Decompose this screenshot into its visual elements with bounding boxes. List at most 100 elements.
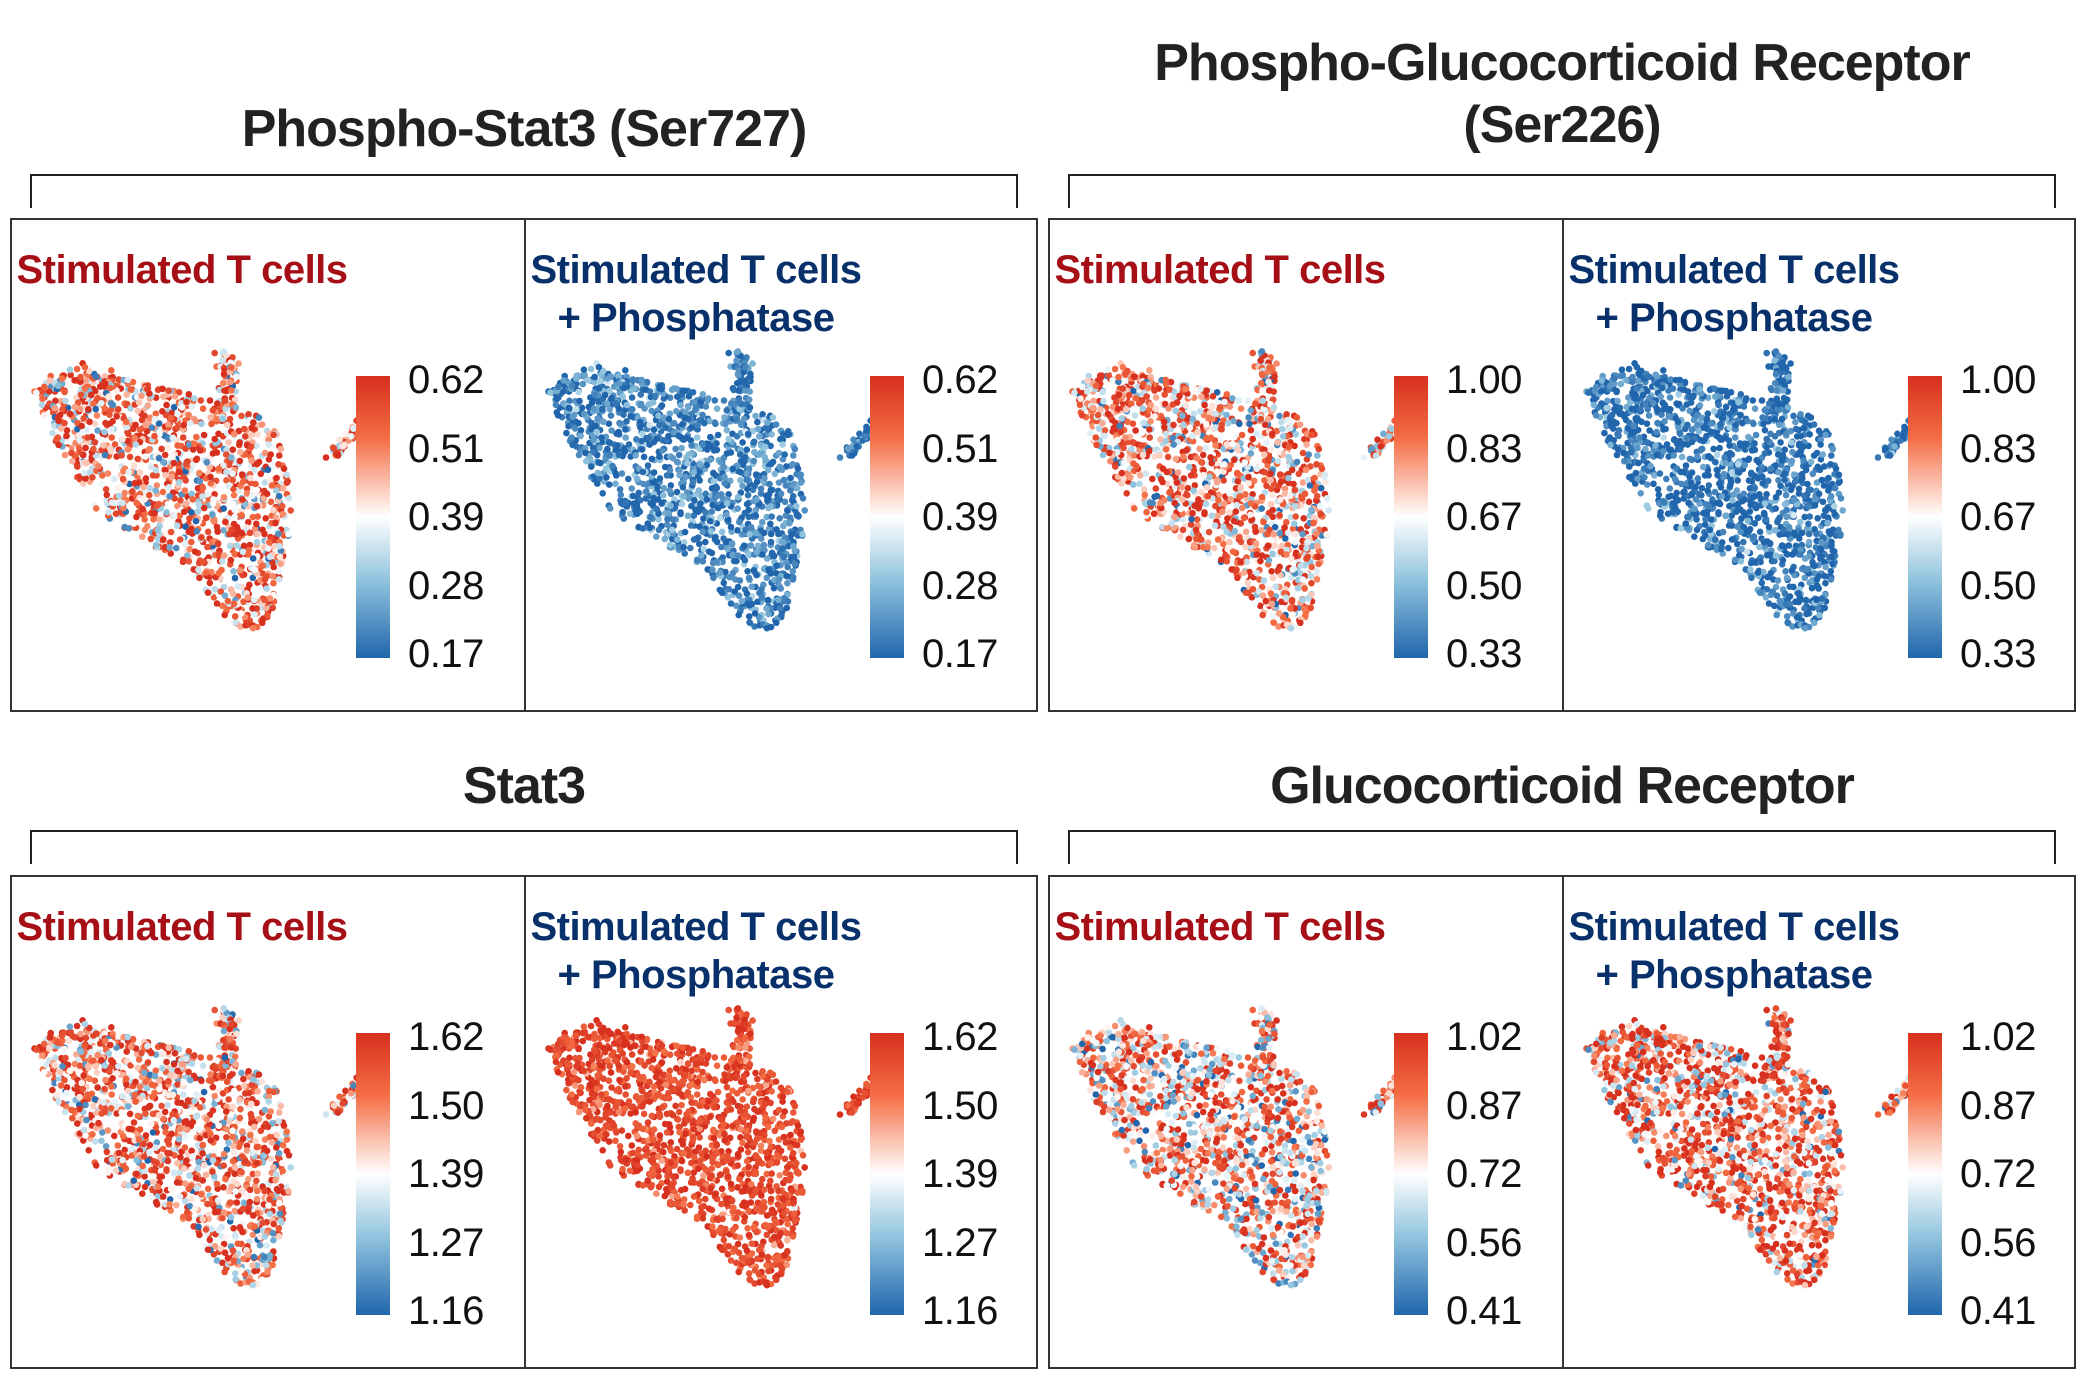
cell-point (233, 373, 240, 381)
cell-point (665, 509, 672, 517)
cell-point (1207, 454, 1214, 461)
cell-point (196, 469, 203, 477)
cell-point (1149, 441, 1157, 448)
cell-point (113, 453, 120, 460)
cell-point (633, 475, 641, 483)
cell-point (155, 454, 163, 462)
cell-point (1813, 479, 1821, 486)
colorbar-tick-label: 0.28 (408, 563, 484, 608)
cell-point (207, 414, 214, 421)
cell-point (219, 602, 226, 610)
cell-point (1152, 485, 1160, 492)
cell-point (1231, 433, 1238, 441)
cell-point (226, 415, 234, 423)
cell-point (200, 431, 208, 439)
cell-point (39, 395, 46, 402)
cell-point (38, 401, 46, 409)
cell-point (733, 557, 740, 565)
cell-point (334, 452, 342, 459)
cell-point (675, 451, 683, 459)
cell-point (702, 403, 710, 410)
cell-point (160, 393, 167, 400)
cell-point (744, 485, 751, 493)
cell-point (1206, 473, 1213, 481)
colorbar-tick-label: 0.51 (922, 426, 998, 471)
cell-point (1264, 542, 1272, 550)
cell-point (701, 419, 708, 427)
cell-point (1259, 611, 1266, 619)
cell-point (1619, 444, 1627, 452)
cell-point (140, 496, 148, 503)
cell-point (696, 461, 704, 468)
cell-point (1223, 411, 1230, 419)
panel-title: Stimulated T cells (1050, 246, 1390, 294)
cell-point (1267, 590, 1275, 597)
cell-point (77, 391, 85, 399)
cell-point (1220, 477, 1227, 484)
cell-point (58, 375, 66, 382)
cell-point (285, 531, 292, 538)
cell-point (1227, 496, 1235, 503)
cell-point (695, 508, 702, 515)
cell-point (215, 569, 223, 577)
panel-title-line: + Phosphatase (1595, 296, 1873, 340)
cell-point (231, 513, 238, 521)
cell-point (727, 600, 735, 607)
cell-point (75, 444, 83, 451)
cell-point (649, 479, 657, 486)
cell-point (193, 433, 200, 441)
cell-point (92, 373, 100, 380)
cell-point (192, 517, 200, 525)
cell-point (1139, 428, 1146, 436)
cell-point (1321, 471, 1329, 478)
cell-point (606, 373, 614, 380)
cell-point (1224, 545, 1232, 553)
cell-point (1712, 393, 1719, 400)
cell-point (236, 567, 244, 574)
cell-point (1287, 574, 1295, 582)
cell-point (61, 388, 68, 396)
cell-point (184, 552, 191, 559)
cell-point (99, 472, 106, 479)
cell-point (1281, 490, 1289, 497)
cell-point (677, 401, 684, 409)
cell-point (1199, 451, 1207, 459)
cell-point (1803, 610, 1810, 618)
cell-point (745, 574, 753, 582)
cell-point (1208, 459, 1215, 467)
cell-point (261, 576, 269, 583)
cell-point (1267, 470, 1274, 477)
cell-point (720, 397, 728, 404)
colorbar-tick-label: 0.51 (408, 426, 484, 471)
cell-point (231, 506, 238, 514)
cell-point (619, 508, 626, 516)
cell-point (130, 462, 138, 469)
cell-point (268, 482, 276, 489)
cell-point (1105, 371, 1112, 379)
cell-point (771, 470, 779, 478)
cell-point (1115, 378, 1122, 386)
cell-point (760, 529, 768, 537)
cell-point (188, 403, 196, 410)
cell-point (196, 574, 203, 582)
cell-point (1238, 504, 1246, 512)
cell-point (754, 425, 762, 433)
cell-point (1153, 376, 1161, 383)
cell-point (699, 528, 706, 536)
cell-point (322, 454, 330, 461)
cell-point (1178, 496, 1186, 503)
cell-point (786, 519, 793, 527)
cell-point (604, 445, 611, 453)
cell-point (1203, 484, 1211, 491)
cell-point (1128, 400, 1135, 407)
cell-point (753, 548, 761, 556)
cell-point (226, 542, 234, 550)
cell-point (191, 440, 198, 448)
cell-point (214, 540, 222, 547)
cell-point (713, 485, 720, 492)
cell-point (1701, 472, 1709, 479)
cell-point (1252, 540, 1260, 547)
panel-title-line: Stimulated T cells (1054, 248, 1386, 292)
cell-point (1184, 491, 1191, 499)
cell-point (1225, 419, 1232, 427)
